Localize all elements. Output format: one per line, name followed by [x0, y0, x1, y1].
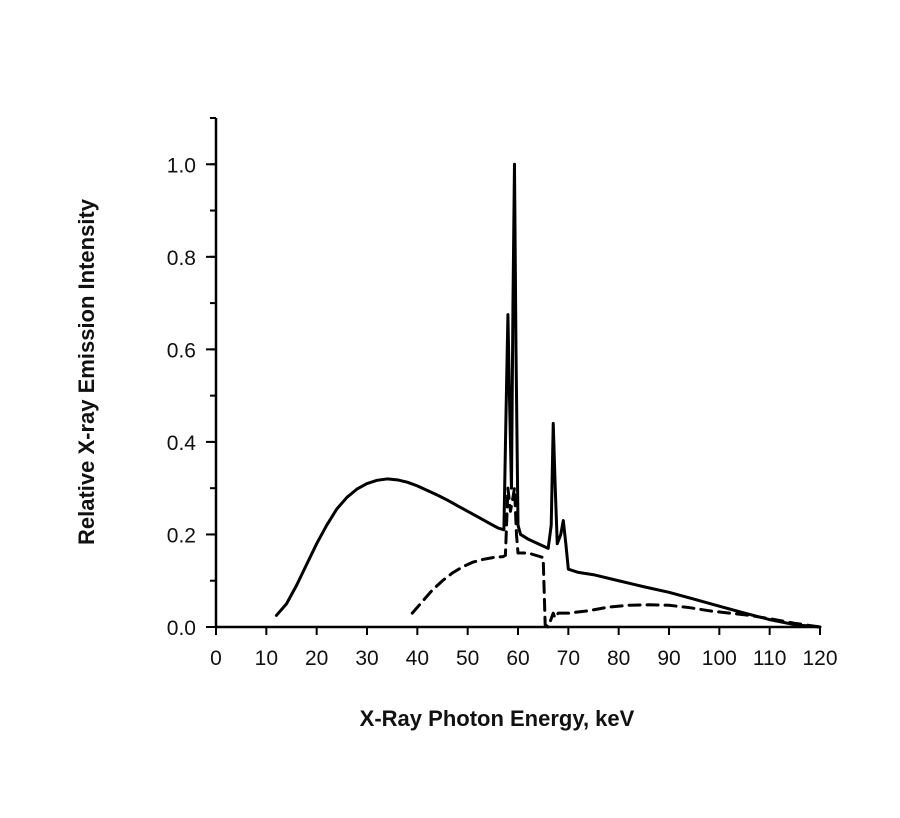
x-tick-label: 100 — [702, 647, 737, 670]
y-axis-title: Relative X-ray Emission Intensity — [74, 198, 99, 545]
x-tick-label: 20 — [305, 647, 328, 670]
x-axis-title: X-Ray Photon Energy, keV — [360, 706, 635, 731]
x-tick-label: 80 — [607, 647, 630, 670]
x-tick-label: 90 — [657, 647, 680, 670]
series-line-filtered — [410, 486, 822, 629]
x-tick-label: 10 — [255, 647, 278, 670]
x-tick-label: 120 — [802, 647, 837, 670]
x-tick-label: 40 — [406, 647, 429, 670]
x-tick-label: 50 — [456, 647, 479, 670]
y-tick-label: 0.4 — [167, 432, 197, 455]
x-tick-label: 110 — [753, 647, 786, 670]
y-tick-label: 0.2 — [167, 524, 196, 547]
y-tick-label: 0.8 — [167, 247, 196, 270]
series-layer — [274, 162, 822, 629]
x-tick-label: 60 — [506, 647, 529, 670]
x-tick-label: 70 — [557, 647, 580, 670]
x-tick-label: 30 — [355, 647, 378, 670]
y-tick-label: 0.6 — [167, 339, 196, 362]
x-tick-label: 0 — [210, 647, 222, 670]
y-tick-label: 0.0 — [167, 617, 196, 640]
y-tick-label: 1.0 — [167, 154, 196, 177]
ticks-layer: 0 10 20 30 40 50 60 70 80 90 100 110 120 0.0 0.2 0.4 0.6… — [167, 117, 838, 670]
series-line-unfiltered — [274, 162, 822, 629]
